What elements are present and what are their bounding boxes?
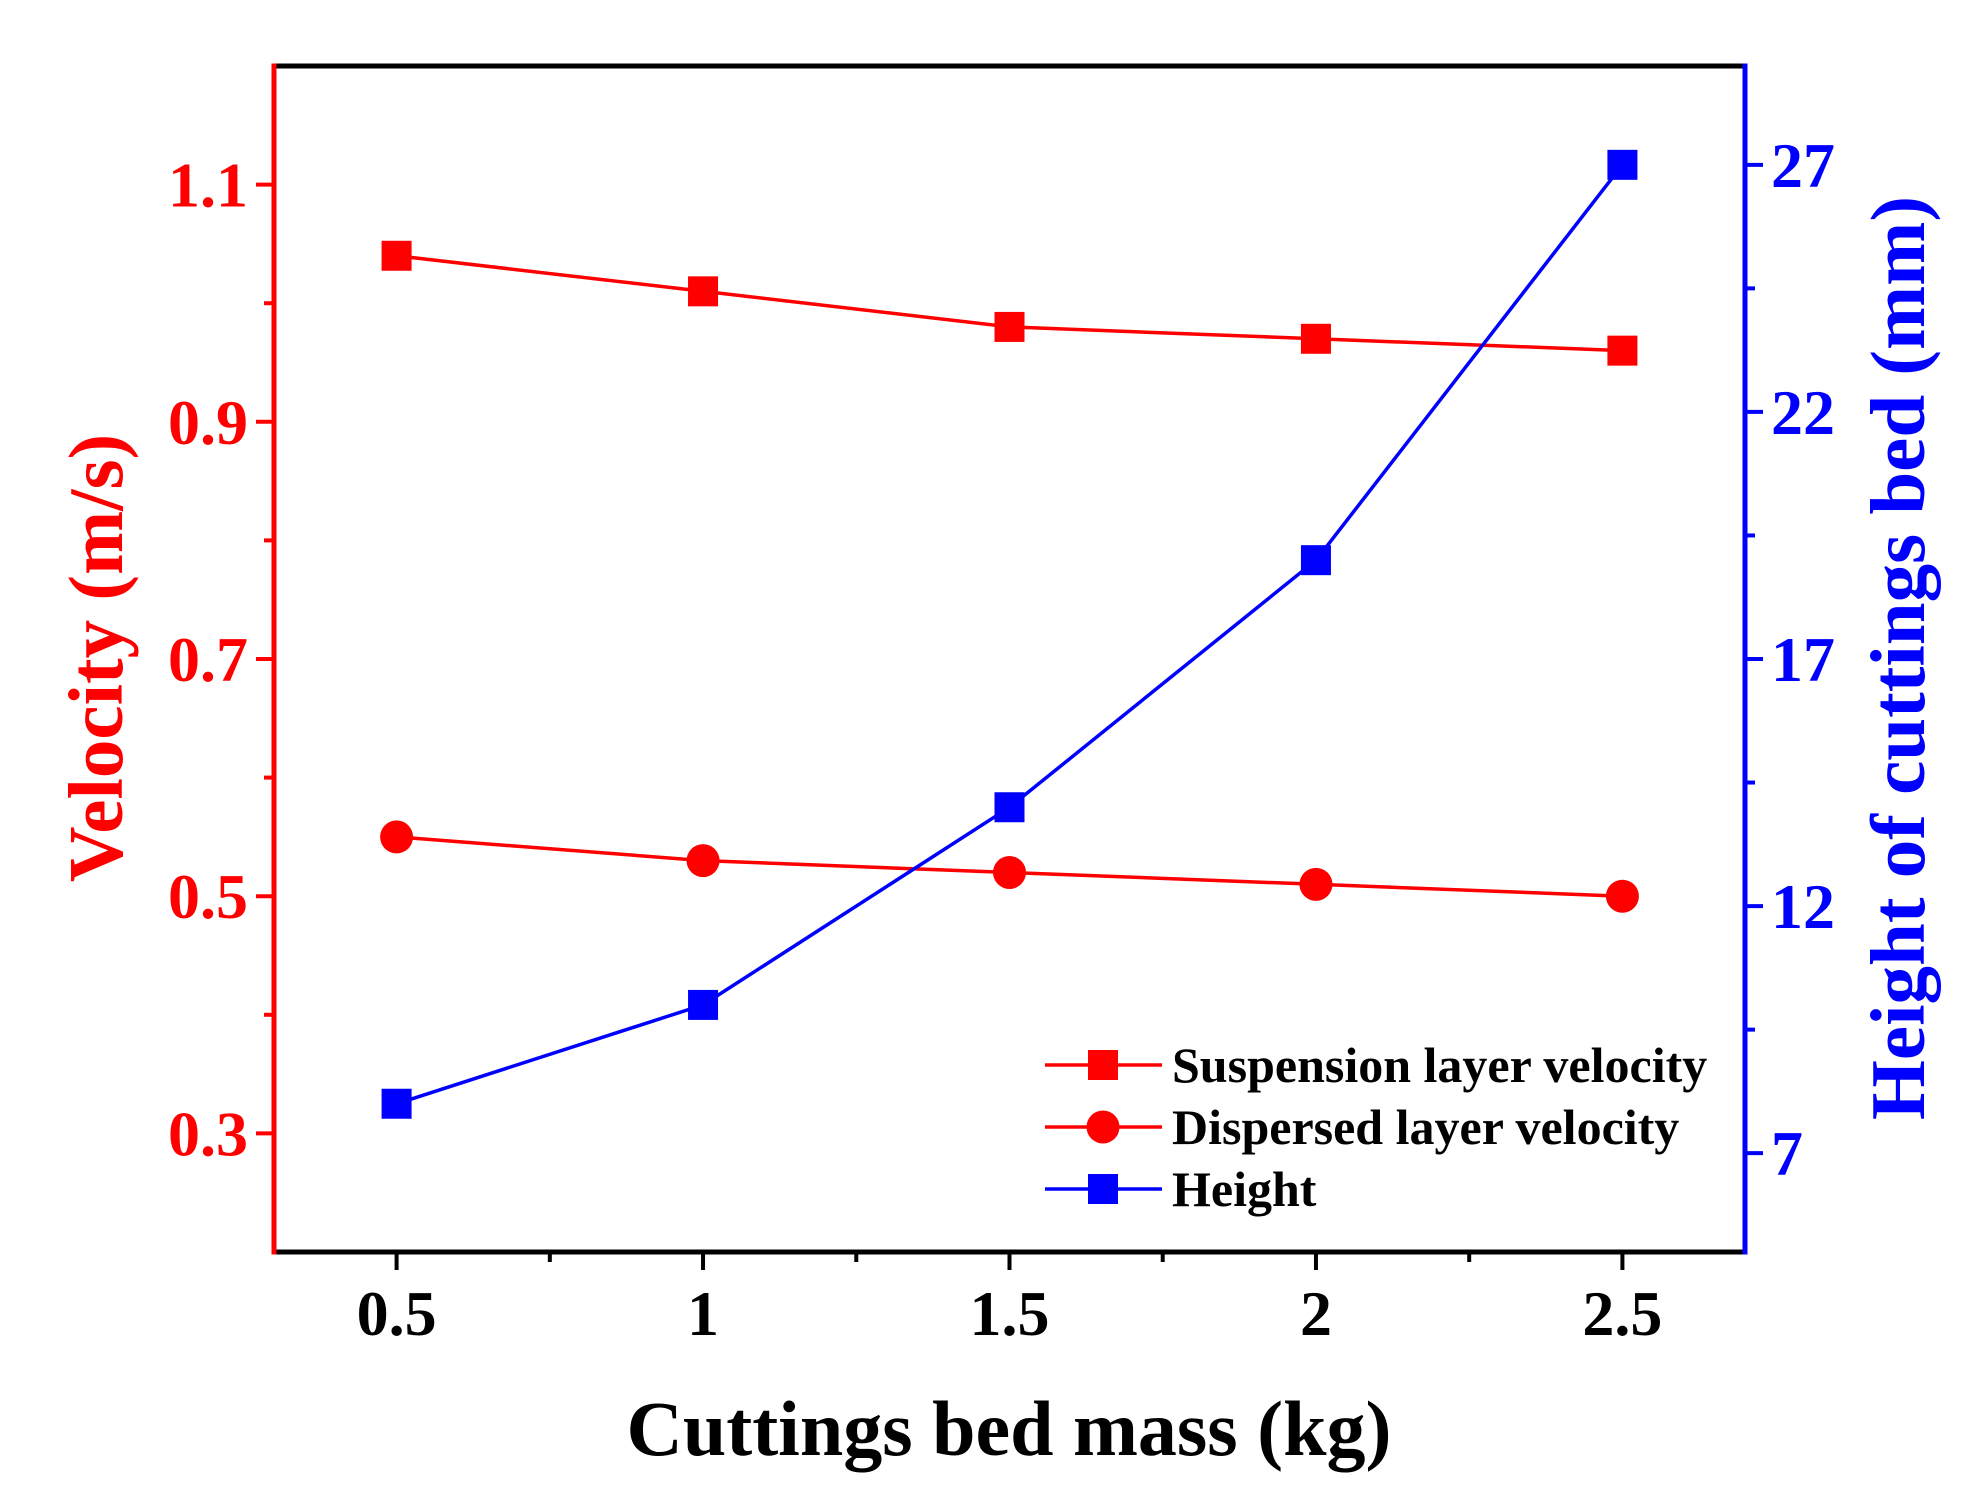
y2-tick-label: 12 <box>1771 871 1835 942</box>
height-point <box>381 1088 412 1119</box>
suspension-layer-velocity-point <box>994 311 1025 342</box>
legend-label-height: Height <box>1172 1161 1317 1217</box>
y2-tick-label: 17 <box>1771 624 1835 695</box>
y-tick-label: 0.9 <box>168 387 248 458</box>
x-tick-label: 2 <box>1300 1278 1332 1349</box>
dispersed-layer-velocity-point <box>1299 867 1333 901</box>
legend-label-suspension-layer-velocity: Suspension layer velocity <box>1172 1037 1707 1093</box>
x-tick-label: 1 <box>687 1278 719 1349</box>
y-tick-label: 0.3 <box>168 1098 248 1169</box>
y-tick-label: 1.1 <box>168 150 248 221</box>
x-tick-label: 1.5 <box>970 1278 1050 1349</box>
plot-series <box>380 149 1639 1119</box>
legend-label-dispersed-layer-velocity: Dispersed layer velocity <box>1172 1099 1679 1155</box>
x-tick-label: 0.5 <box>357 1278 437 1349</box>
legend-marker-dispersed-layer-velocity <box>1086 1110 1120 1144</box>
height-point <box>994 792 1025 823</box>
dispersed-layer-velocity-point <box>993 855 1026 889</box>
plot-frame <box>271 63 1748 1255</box>
dispersed-layer-velocity-point <box>380 820 414 854</box>
height-point <box>1607 149 1638 180</box>
suspension-layer-velocity-point <box>1607 335 1638 366</box>
height-point <box>688 989 719 1020</box>
dispersed-layer-velocity-point <box>686 844 720 878</box>
y-tick-label: 0.5 <box>168 861 248 932</box>
height-point <box>1300 545 1331 576</box>
suspension-layer-velocity-point <box>381 240 412 271</box>
y2-tick-label: 27 <box>1771 130 1835 201</box>
y2-tick-label: 22 <box>1771 377 1835 448</box>
y2-tick-label: 7 <box>1771 1118 1803 1189</box>
y-tick-label: 0.7 <box>168 624 248 695</box>
legend-marker-height <box>1088 1174 1118 1204</box>
x-tick-label: 2.5 <box>1582 1278 1662 1349</box>
dispersed-layer-velocity-point <box>1605 879 1639 913</box>
suspension-layer-velocity-point <box>1300 323 1331 354</box>
legend: Suspension layer velocity Dispersed layer… <box>1045 1037 1707 1217</box>
height-line <box>396 163 1624 1106</box>
suspension-layer-velocity-point <box>688 276 719 307</box>
y2-axis-label: Height of cuttings bed (mm) <box>1855 196 1941 1120</box>
tick-labels: 0.5 1 1.5 2 2.5 0.3 0.5 0.7 0.9 1.1 7 12 17 22 27 <box>168 130 1835 1349</box>
legend-marker-suspension-layer-velocity <box>1088 1050 1118 1080</box>
y-axis-label: Velocity (m/s) <box>53 434 139 882</box>
x-axis-label: Cuttings bed mass (kg) <box>627 1385 1392 1472</box>
